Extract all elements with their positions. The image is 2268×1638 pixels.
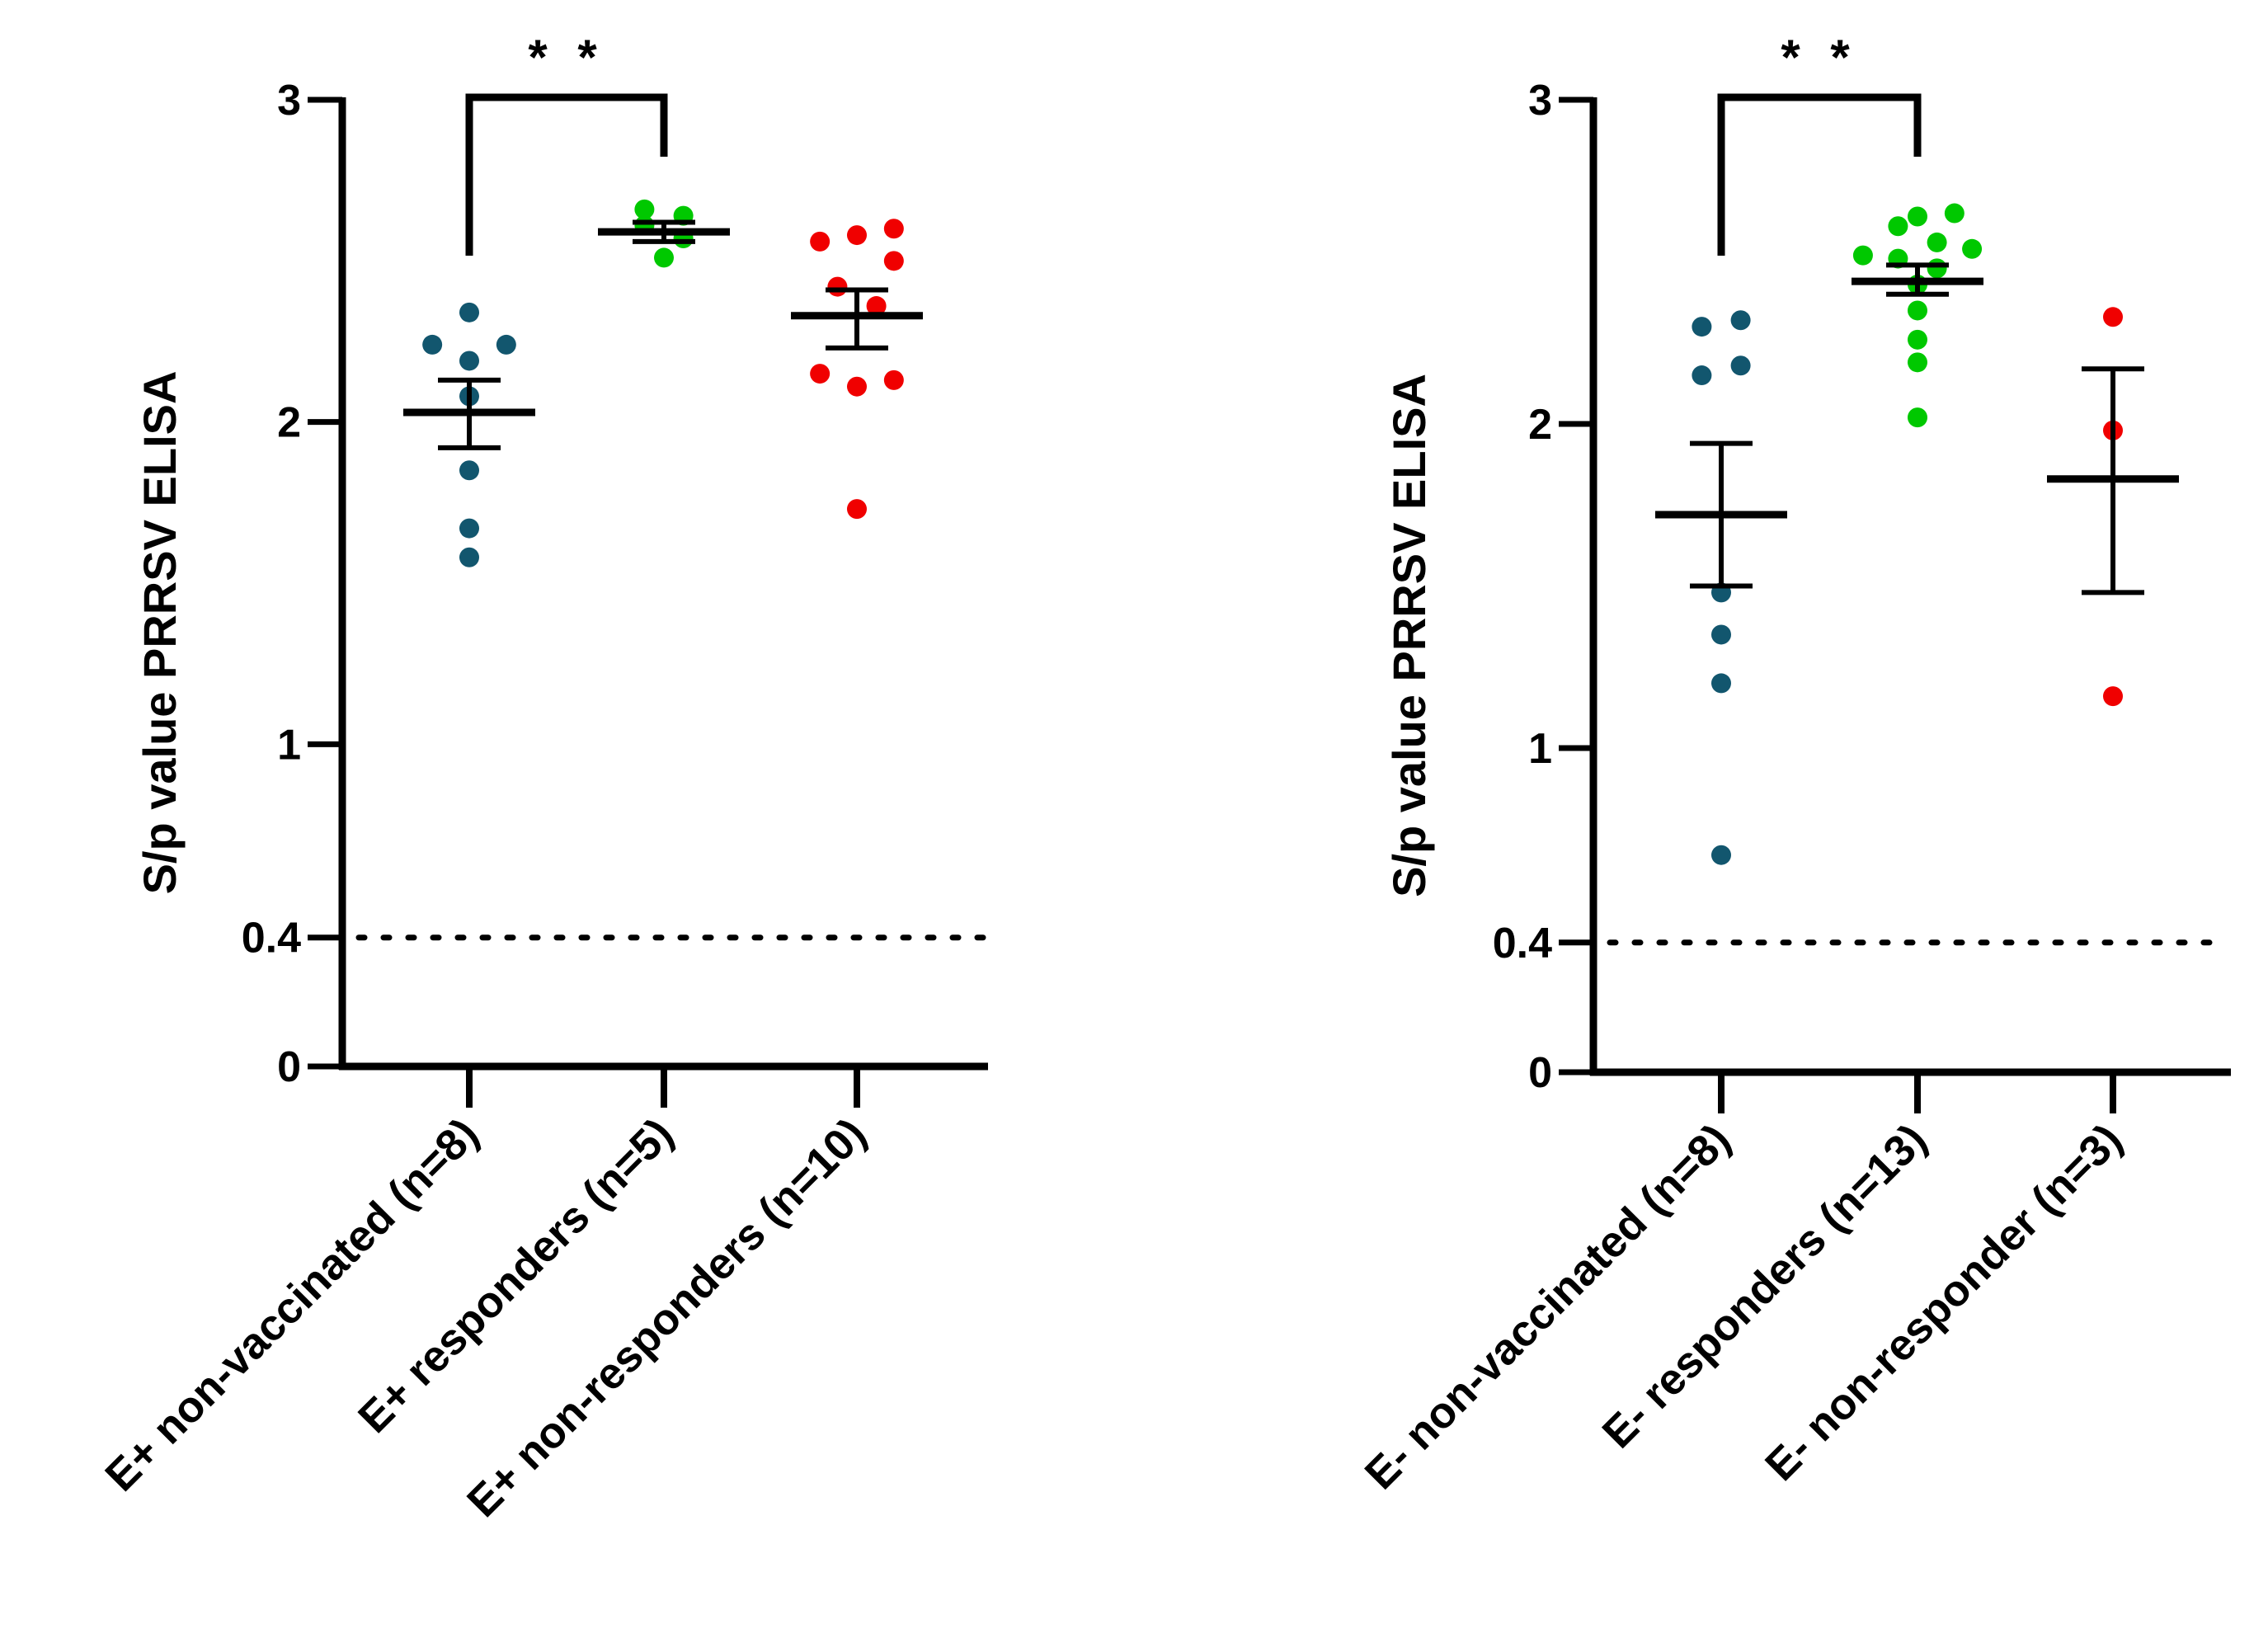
y-tick-label: 1 <box>1528 725 1552 773</box>
data-point <box>827 276 848 297</box>
data-point <box>1711 673 1731 694</box>
x-tick-label: E+ non-responders (n=10) <box>458 1109 875 1527</box>
chart-panel-right: 0 0.4 1 2 3 S/p value PRRSV ELISA E- non-vacci… <box>1356 30 2231 1499</box>
y-tick-label: 0 <box>277 1043 301 1091</box>
data-point <box>847 376 867 397</box>
data-point <box>883 219 904 239</box>
data-point <box>422 334 443 355</box>
series-group <box>1655 310 1787 865</box>
data-point <box>634 199 655 219</box>
data-point <box>459 351 479 371</box>
y-axis-label: S/p value PRRSV ELISA <box>1383 374 1435 897</box>
data-point <box>1927 258 1947 279</box>
data-point <box>1692 317 1712 337</box>
data-point <box>1962 238 1983 259</box>
series-group <box>403 302 535 567</box>
x-tick-label: E+ responders (n=5) <box>349 1109 682 1443</box>
data-point <box>1944 203 1965 224</box>
data-point <box>847 225 867 246</box>
y-tick-label: 2 <box>1528 401 1552 449</box>
data-point <box>654 247 674 268</box>
x-tick-label: E+ non-vaccinated (n=8) <box>96 1109 488 1501</box>
significance-label: * * <box>528 30 605 85</box>
significance-label: * * <box>1781 30 1857 85</box>
data-point <box>1908 206 1927 227</box>
data-point <box>1888 216 1908 237</box>
y-tick-label: 2 <box>277 399 301 447</box>
data-point <box>847 499 867 520</box>
data-point <box>1692 365 1712 386</box>
series-group <box>2047 307 2179 707</box>
data-point <box>1711 624 1731 645</box>
data-point <box>459 460 479 481</box>
y-tick-label: 0.4 <box>242 915 301 963</box>
series-group <box>791 219 923 520</box>
y-axis-label: S/p value PRRSV ELISA <box>134 371 186 895</box>
data-point <box>883 369 904 390</box>
y-tick-label: 0 <box>1528 1049 1552 1097</box>
y-tick-label: 3 <box>1528 77 1552 125</box>
data-point <box>459 547 479 567</box>
data-point <box>459 302 479 322</box>
data-point <box>810 364 831 384</box>
data-point <box>1908 300 1927 321</box>
data-point <box>883 251 904 271</box>
data-point <box>1852 245 1873 266</box>
y-tick-label: 1 <box>277 721 301 769</box>
chart-panel-left: 0 0.4 1 2 3 S/p value PRRSV ELISA E+ non-vacci… <box>96 30 988 1527</box>
y-tick-label: 3 <box>277 77 301 125</box>
data-point <box>810 231 831 252</box>
series-group <box>1852 203 1983 428</box>
x-tick-label: E- responders (n=13) <box>1593 1115 1936 1458</box>
data-point <box>459 518 479 539</box>
series-group <box>598 199 730 268</box>
data-point <box>1908 329 1927 350</box>
y-tick-label: 0.4 <box>1493 920 1552 967</box>
data-point <box>1711 845 1731 865</box>
data-point <box>1927 232 1947 252</box>
data-point <box>1908 352 1927 373</box>
significance-bracket <box>1717 93 1922 256</box>
significance-bracket <box>465 93 668 256</box>
data-point <box>2103 307 2123 327</box>
data-point <box>2103 686 2123 707</box>
data-point <box>866 296 887 317</box>
data-point <box>1908 407 1927 428</box>
x-tick-label: E- non-vaccinated (n=8) <box>1356 1115 1739 1499</box>
x-tick-label: E- non-responder (n=3) <box>1756 1115 2131 1490</box>
data-point <box>1730 355 1751 376</box>
data-point <box>496 334 516 355</box>
data-point <box>1730 310 1751 331</box>
